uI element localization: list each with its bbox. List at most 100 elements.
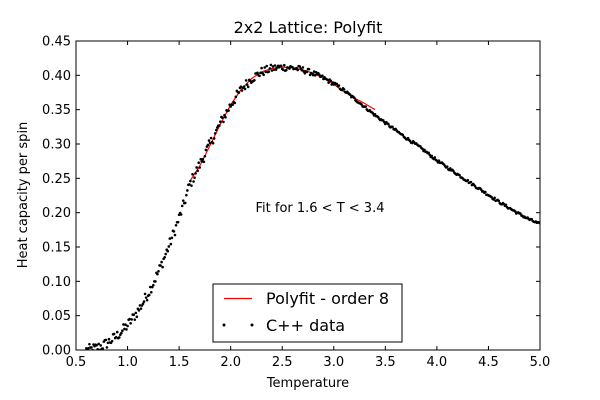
- x-tick-label: 2.0: [220, 355, 241, 370]
- data-point: [237, 91, 241, 94]
- data-point: [270, 69, 274, 72]
- data-point: [387, 122, 390, 126]
- data-point: [141, 302, 145, 306]
- data-point: [201, 157, 205, 161]
- data-point: [267, 70, 271, 73]
- data-point: [191, 172, 194, 176]
- data-point: [129, 321, 132, 325]
- y-tick-label: 0.10: [42, 275, 71, 290]
- legend-frame: [212, 283, 403, 343]
- data-point: [497, 199, 501, 203]
- data-point: [135, 315, 139, 319]
- data-point: [143, 292, 147, 296]
- data-point: [327, 81, 330, 84]
- data-point: [233, 101, 237, 105]
- data-point: [371, 112, 375, 115]
- data-point: [437, 159, 441, 162]
- y-axis-label: Heat capacity per spin: [16, 122, 31, 269]
- data-point: [337, 84, 341, 87]
- data-point: [195, 166, 198, 169]
- data-point: [166, 249, 170, 253]
- data-point: [222, 120, 225, 124]
- data-point: [245, 83, 249, 86]
- data-point: [138, 304, 142, 307]
- data-point: [513, 210, 517, 213]
- data-point: [197, 161, 200, 164]
- data-point: [154, 280, 157, 283]
- data-point: [139, 307, 143, 310]
- data-point: [156, 272, 159, 276]
- data-point: [288, 67, 291, 70]
- data-point: [137, 309, 141, 312]
- data-point: [272, 68, 276, 72]
- data-point: [427, 151, 430, 155]
- data-point: [120, 331, 123, 335]
- data-point: [88, 342, 91, 346]
- data-point: [313, 74, 317, 77]
- y-tick-label: 0.35: [42, 103, 71, 118]
- data-point: [95, 344, 98, 347]
- y-tick-label: 0.25: [42, 172, 71, 187]
- data-point: [321, 74, 324, 77]
- data-point: [271, 65, 275, 68]
- data-point: [203, 154, 207, 158]
- data-point: [148, 285, 152, 289]
- data-point: [211, 141, 215, 145]
- x-tick-label: 3.5: [375, 355, 396, 370]
- data-point: [159, 264, 162, 267]
- data-point: [224, 115, 227, 119]
- y-tick-label: 0.05: [42, 309, 71, 324]
- data-point: [202, 160, 206, 164]
- data-point: [151, 285, 154, 289]
- data-point: [318, 73, 321, 77]
- data-point: [194, 172, 197, 175]
- x-tick-label: 5.0: [530, 355, 551, 370]
- data-point: [469, 180, 473, 184]
- y-tick-label: 0.30: [42, 138, 71, 153]
- legend: Polyfit - order 8 C++ data: [212, 283, 403, 343]
- data-point: [170, 236, 174, 240]
- data-point: [142, 300, 146, 303]
- data-point: [147, 293, 151, 297]
- data-point: [329, 79, 332, 83]
- data-point: [123, 327, 126, 331]
- data-point: [192, 180, 195, 183]
- data-point: [264, 70, 268, 74]
- data-point: [112, 332, 116, 336]
- data-point: [169, 242, 173, 246]
- data-point: [342, 88, 346, 91]
- data-point: [269, 63, 273, 67]
- data-point: [428, 153, 431, 157]
- data-point: [215, 126, 219, 129]
- data-point: [206, 143, 210, 147]
- data-point: [285, 68, 288, 72]
- data-point: [240, 89, 244, 92]
- data-point: [239, 85, 243, 88]
- data-point: [260, 66, 263, 70]
- data-point: [207, 139, 211, 142]
- data-point: [330, 83, 334, 86]
- data-point: [179, 213, 183, 216]
- y-tick-label: 0.00: [42, 344, 71, 359]
- data-point: [190, 184, 193, 187]
- data-point: [133, 318, 137, 321]
- fit-line: [188, 66, 376, 183]
- data-point: [181, 199, 185, 202]
- data-point: [160, 260, 163, 264]
- data-point: [90, 346, 93, 349]
- data-point: [307, 67, 311, 71]
- data-point: [421, 147, 424, 151]
- data-point: [401, 133, 405, 137]
- data-point: [185, 193, 188, 197]
- data-point: [188, 183, 191, 186]
- data-point: [213, 132, 217, 135]
- data-point: [99, 344, 103, 347]
- data-point: [279, 64, 283, 68]
- data-point: [164, 252, 168, 256]
- data-point: [300, 68, 304, 72]
- data-point: [268, 67, 272, 70]
- chart-title: 2x2 Lattice: Polyfit: [234, 18, 383, 37]
- data-point: [219, 120, 222, 123]
- data-point: [180, 204, 184, 208]
- data-point: [209, 136, 213, 140]
